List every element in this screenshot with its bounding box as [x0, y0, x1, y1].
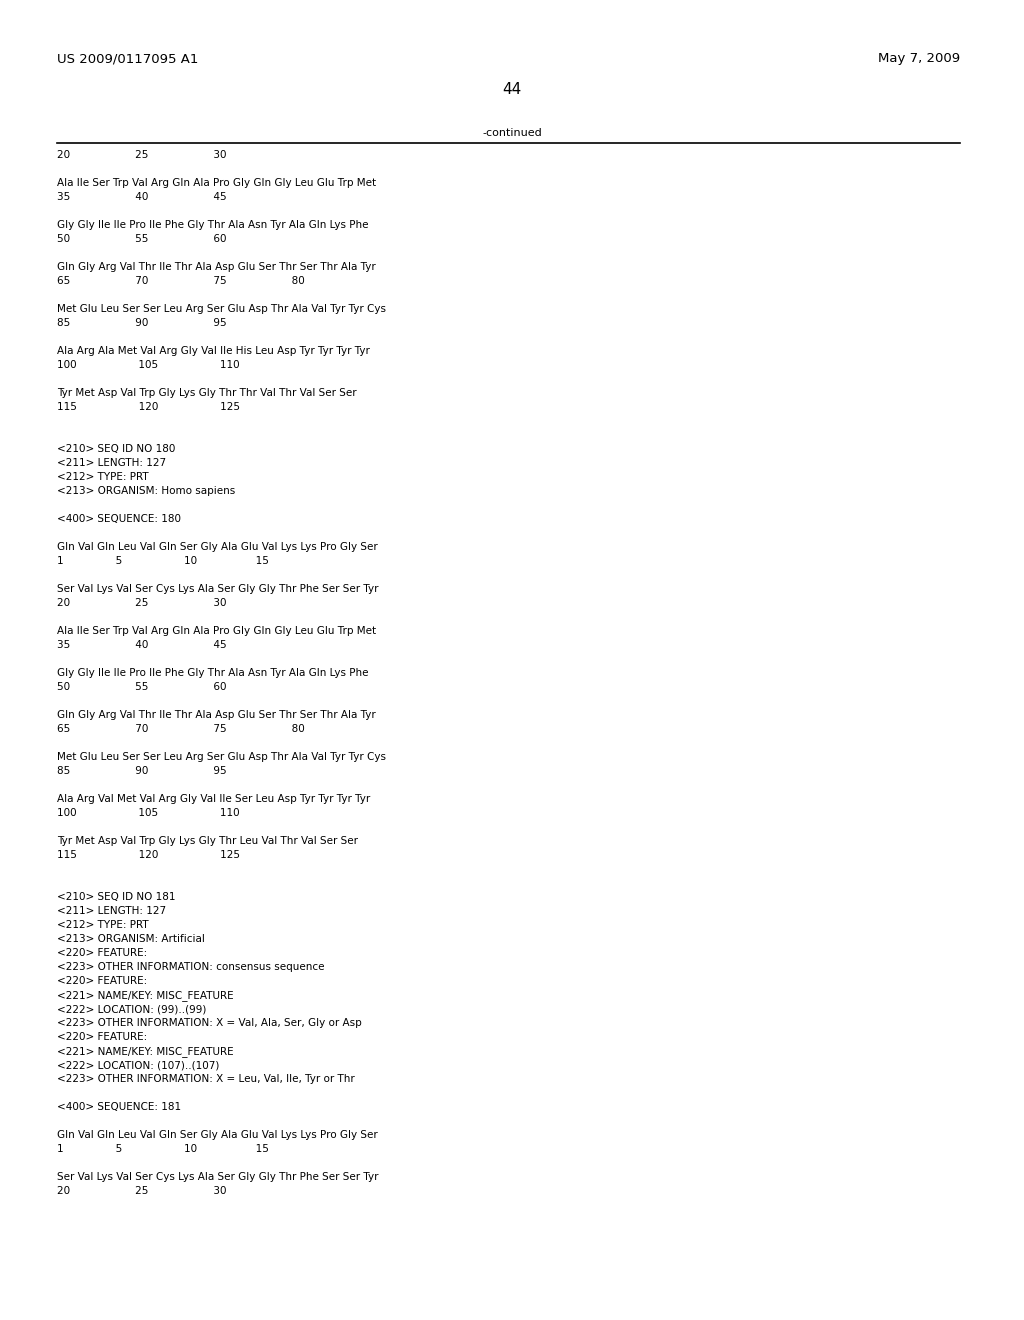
Text: US 2009/0117095 A1: US 2009/0117095 A1 [57, 51, 199, 65]
Text: <220> FEATURE:: <220> FEATURE: [57, 1032, 147, 1041]
Text: <220> FEATURE:: <220> FEATURE: [57, 975, 147, 986]
Text: <221> NAME/KEY: MISC_FEATURE: <221> NAME/KEY: MISC_FEATURE [57, 1045, 233, 1057]
Text: <211> LENGTH: 127: <211> LENGTH: 127 [57, 458, 166, 469]
Text: Tyr Met Asp Val Trp Gly Lys Gly Thr Thr Val Thr Val Ser Ser: Tyr Met Asp Val Trp Gly Lys Gly Thr Thr … [57, 388, 356, 399]
Text: <223> OTHER INFORMATION: X = Leu, Val, Ile, Tyr or Thr: <223> OTHER INFORMATION: X = Leu, Val, I… [57, 1074, 354, 1084]
Text: <222> LOCATION: (99)..(99): <222> LOCATION: (99)..(99) [57, 1005, 207, 1014]
Text: -continued: -continued [482, 128, 542, 139]
Text: 1                5                   10                  15: 1 5 10 15 [57, 556, 269, 566]
Text: <212> TYPE: PRT: <212> TYPE: PRT [57, 920, 148, 931]
Text: <222> LOCATION: (107)..(107): <222> LOCATION: (107)..(107) [57, 1060, 219, 1071]
Text: Ala Arg Val Met Val Arg Gly Val Ile Ser Leu Asp Tyr Tyr Tyr Tyr: Ala Arg Val Met Val Arg Gly Val Ile Ser … [57, 795, 371, 804]
Text: 100                   105                   110: 100 105 110 [57, 808, 240, 818]
Text: <210> SEQ ID NO 181: <210> SEQ ID NO 181 [57, 892, 175, 902]
Text: Gln Val Gln Leu Val Gln Ser Gly Ala Glu Val Lys Lys Pro Gly Ser: Gln Val Gln Leu Val Gln Ser Gly Ala Glu … [57, 1130, 378, 1140]
Text: Ala Ile Ser Trp Val Arg Gln Ala Pro Gly Gln Gly Leu Glu Trp Met: Ala Ile Ser Trp Val Arg Gln Ala Pro Gly … [57, 626, 376, 636]
Text: <213> ORGANISM: Artificial: <213> ORGANISM: Artificial [57, 935, 205, 944]
Text: 20                    25                    30: 20 25 30 [57, 1185, 226, 1196]
Text: Met Glu Leu Ser Ser Leu Arg Ser Glu Asp Thr Ala Val Tyr Tyr Cys: Met Glu Leu Ser Ser Leu Arg Ser Glu Asp … [57, 752, 386, 762]
Text: 100                   105                   110: 100 105 110 [57, 360, 240, 370]
Text: <220> FEATURE:: <220> FEATURE: [57, 948, 147, 958]
Text: 20                    25                    30: 20 25 30 [57, 598, 226, 609]
Text: Gln Gly Arg Val Thr Ile Thr Ala Asp Glu Ser Thr Ser Thr Ala Tyr: Gln Gly Arg Val Thr Ile Thr Ala Asp Glu … [57, 710, 376, 719]
Text: <223> OTHER INFORMATION: consensus sequence: <223> OTHER INFORMATION: consensus seque… [57, 962, 325, 972]
Text: <212> TYPE: PRT: <212> TYPE: PRT [57, 473, 148, 482]
Text: 115                   120                   125: 115 120 125 [57, 850, 240, 861]
Text: 65                    70                    75                    80: 65 70 75 80 [57, 723, 305, 734]
Text: <400> SEQUENCE: 180: <400> SEQUENCE: 180 [57, 513, 181, 524]
Text: Tyr Met Asp Val Trp Gly Lys Gly Thr Leu Val Thr Val Ser Ser: Tyr Met Asp Val Trp Gly Lys Gly Thr Leu … [57, 836, 358, 846]
Text: 50                    55                    60: 50 55 60 [57, 234, 226, 244]
Text: 85                    90                    95: 85 90 95 [57, 318, 226, 327]
Text: 65                    70                    75                    80: 65 70 75 80 [57, 276, 305, 286]
Text: <221> NAME/KEY: MISC_FEATURE: <221> NAME/KEY: MISC_FEATURE [57, 990, 233, 1001]
Text: <400> SEQUENCE: 181: <400> SEQUENCE: 181 [57, 1102, 181, 1111]
Text: Ala Arg Ala Met Val Arg Gly Val Ile His Leu Asp Tyr Tyr Tyr Tyr: Ala Arg Ala Met Val Arg Gly Val Ile His … [57, 346, 370, 356]
Text: <210> SEQ ID NO 180: <210> SEQ ID NO 180 [57, 444, 175, 454]
Text: 35                    40                    45: 35 40 45 [57, 640, 226, 649]
Text: 50                    55                    60: 50 55 60 [57, 682, 226, 692]
Text: Gly Gly Ile Ile Pro Ile Phe Gly Thr Ala Asn Tyr Ala Gln Lys Phe: Gly Gly Ile Ile Pro Ile Phe Gly Thr Ala … [57, 668, 369, 678]
Text: Ser Val Lys Val Ser Cys Lys Ala Ser Gly Gly Thr Phe Ser Ser Tyr: Ser Val Lys Val Ser Cys Lys Ala Ser Gly … [57, 583, 379, 594]
Text: <223> OTHER INFORMATION: X = Val, Ala, Ser, Gly or Asp: <223> OTHER INFORMATION: X = Val, Ala, S… [57, 1018, 361, 1028]
Text: 44: 44 [503, 82, 521, 96]
Text: May 7, 2009: May 7, 2009 [878, 51, 961, 65]
Text: 115                   120                   125: 115 120 125 [57, 403, 240, 412]
Text: 35                    40                    45: 35 40 45 [57, 191, 226, 202]
Text: 1                5                   10                  15: 1 5 10 15 [57, 1144, 269, 1154]
Text: Ser Val Lys Val Ser Cys Lys Ala Ser Gly Gly Thr Phe Ser Ser Tyr: Ser Val Lys Val Ser Cys Lys Ala Ser Gly … [57, 1172, 379, 1181]
Text: Gln Val Gln Leu Val Gln Ser Gly Ala Glu Val Lys Lys Pro Gly Ser: Gln Val Gln Leu Val Gln Ser Gly Ala Glu … [57, 543, 378, 552]
Text: Ala Ile Ser Trp Val Arg Gln Ala Pro Gly Gln Gly Leu Glu Trp Met: Ala Ile Ser Trp Val Arg Gln Ala Pro Gly … [57, 178, 376, 187]
Text: Gln Gly Arg Val Thr Ile Thr Ala Asp Glu Ser Thr Ser Thr Ala Tyr: Gln Gly Arg Val Thr Ile Thr Ala Asp Glu … [57, 261, 376, 272]
Text: 85                    90                    95: 85 90 95 [57, 766, 226, 776]
Text: <211> LENGTH: 127: <211> LENGTH: 127 [57, 906, 166, 916]
Text: Met Glu Leu Ser Ser Leu Arg Ser Glu Asp Thr Ala Val Tyr Tyr Cys: Met Glu Leu Ser Ser Leu Arg Ser Glu Asp … [57, 304, 386, 314]
Text: <213> ORGANISM: Homo sapiens: <213> ORGANISM: Homo sapiens [57, 486, 236, 496]
Text: 20                    25                    30: 20 25 30 [57, 150, 226, 160]
Text: Gly Gly Ile Ile Pro Ile Phe Gly Thr Ala Asn Tyr Ala Gln Lys Phe: Gly Gly Ile Ile Pro Ile Phe Gly Thr Ala … [57, 220, 369, 230]
